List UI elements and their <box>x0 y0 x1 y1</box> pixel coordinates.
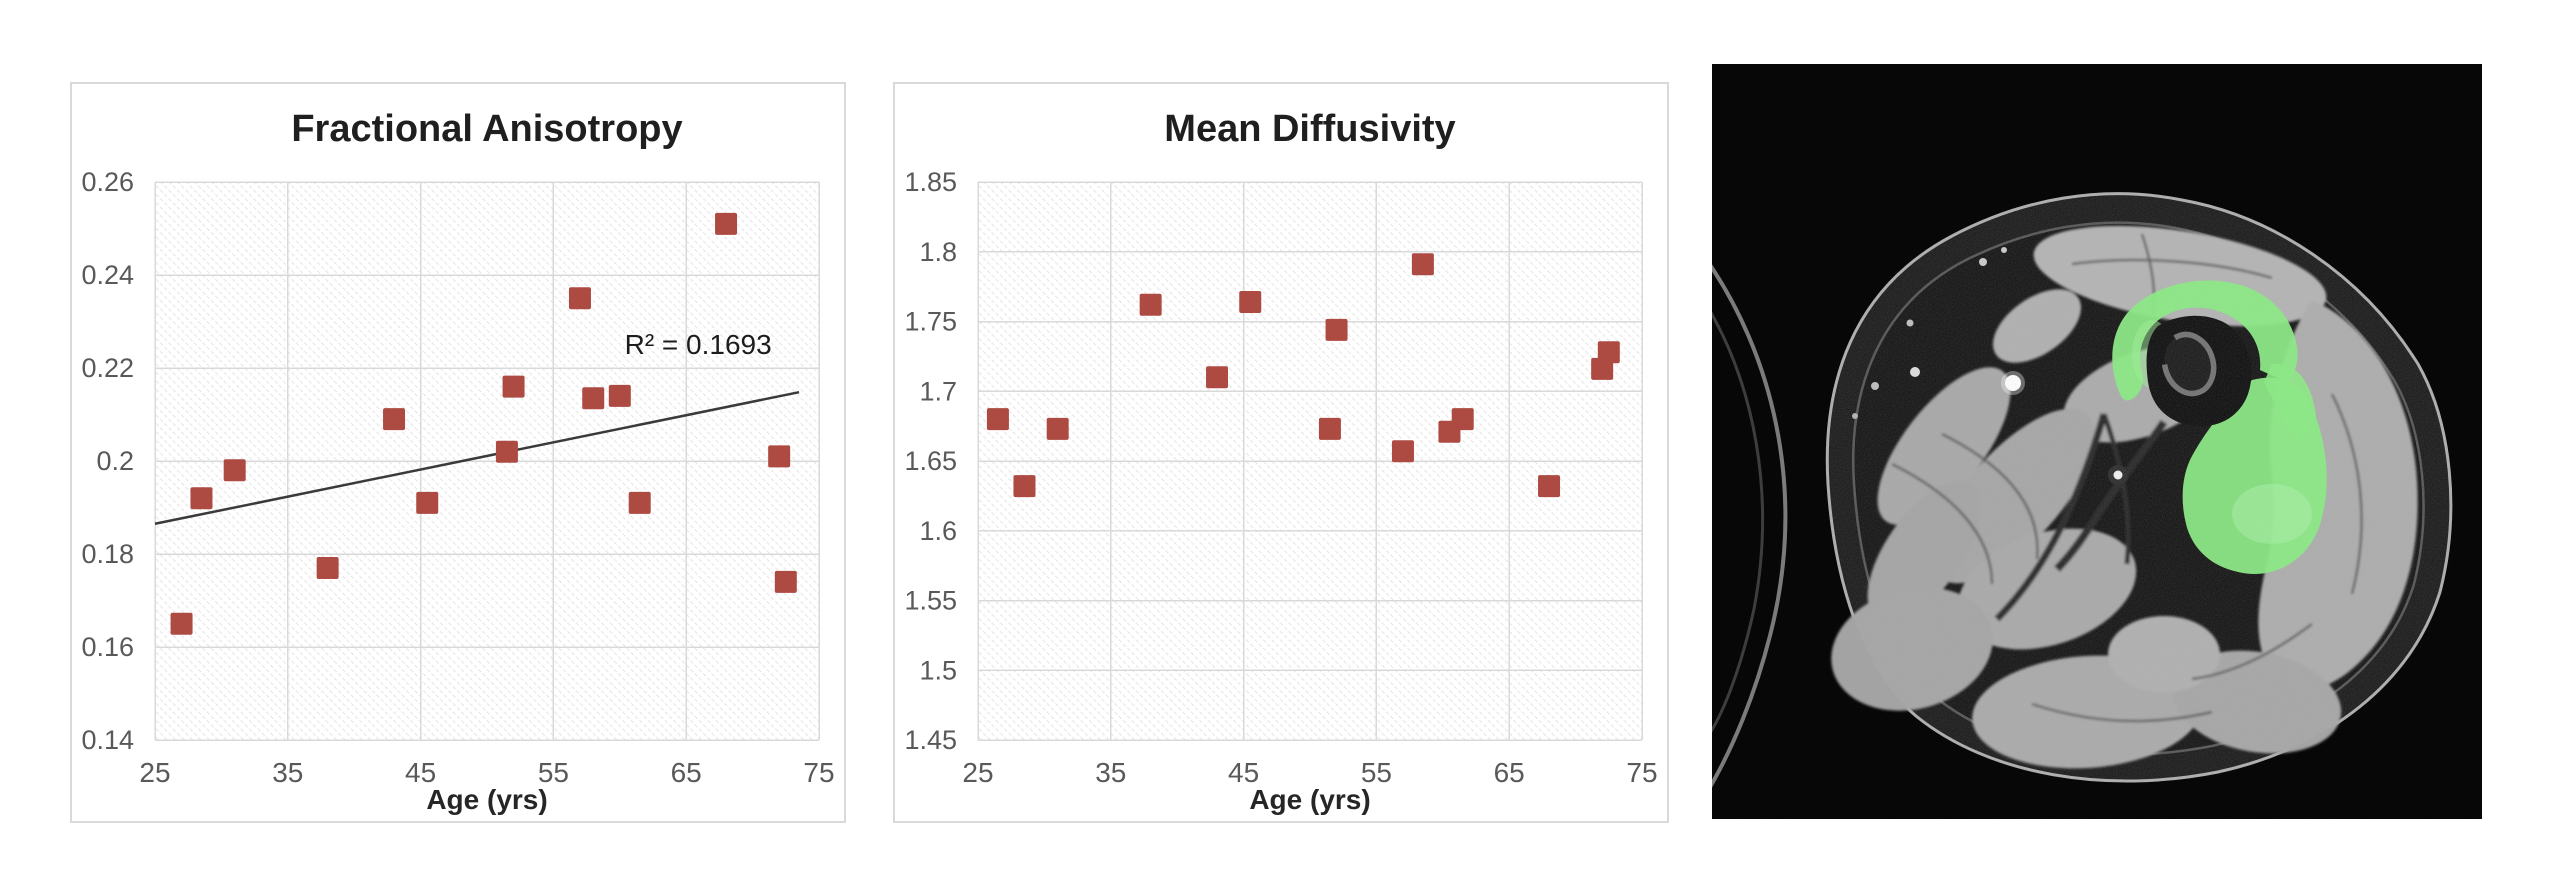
data-point <box>628 491 651 514</box>
x-tick-label: 75 <box>803 757 834 788</box>
data-point <box>582 387 605 410</box>
y-axis-tick-labels: 0.26 0.24 0.22 0.2 0.18 0.16 0.14 <box>81 167 134 755</box>
data-point <box>986 408 1009 431</box>
gridlines <box>154 181 820 741</box>
data-point <box>1046 417 1069 440</box>
data-point <box>383 408 406 431</box>
data-point <box>1391 440 1414 463</box>
x-tick-label: 65 <box>1494 757 1525 788</box>
data-point <box>223 459 246 482</box>
y-tick-label: 0.18 <box>81 539 134 569</box>
y-tick-label: 1.75 <box>904 307 957 337</box>
mri-background-grain <box>1712 64 2482 819</box>
x-axis-tick-labels: 25 35 45 55 65 75 <box>962 757 1657 788</box>
data-point <box>170 612 193 635</box>
x-tick-label: 25 <box>962 757 993 788</box>
data-point <box>1538 475 1561 498</box>
y-tick-label: 1.8 <box>919 237 957 267</box>
r-squared-annotation: R² = 0.1693 <box>625 329 772 360</box>
y-tick-label: 0.22 <box>81 353 134 383</box>
x-tick-label: 45 <box>405 757 436 788</box>
y-tick-label: 0.2 <box>96 446 134 476</box>
y-tick-label: 0.24 <box>81 260 134 290</box>
data-point <box>1597 341 1620 364</box>
chart-title: Mean Diffusivity <box>1164 108 1456 150</box>
x-tick-label: 35 <box>272 757 303 788</box>
y-tick-label: 1.45 <box>904 725 957 755</box>
data-point <box>608 384 631 407</box>
y-tick-label: 1.5 <box>919 655 957 685</box>
y-tick-label: 0.26 <box>81 167 134 197</box>
data-point <box>190 487 213 510</box>
y-axis-tick-labels: 1.85 1.8 1.75 1.7 1.65 1.6 1.55 1.5 1.45 <box>904 167 957 755</box>
gridlines <box>977 181 1643 741</box>
data-point <box>1411 253 1434 276</box>
chart-title: Fractional Anisotropy <box>291 108 683 150</box>
data-point <box>715 212 738 235</box>
y-tick-label: 1.85 <box>904 167 957 197</box>
data-point <box>502 375 525 398</box>
x-axis-title: Age (yrs) <box>426 784 548 815</box>
data-point <box>1591 357 1614 380</box>
data-point <box>1318 417 1341 440</box>
data-point <box>495 440 518 463</box>
data-point <box>316 556 339 579</box>
data-point <box>768 445 791 468</box>
trendline <box>154 390 800 525</box>
x-tick-label: 55 <box>538 757 569 788</box>
chart-panel-fractional-anisotropy: Fractional Anisotropy R² = 0.1693 0.26 0.2… <box>70 82 846 823</box>
data-point <box>1013 475 1036 498</box>
data-point <box>1239 290 1262 313</box>
x-tick-label: 25 <box>139 757 170 788</box>
chart-panel-mean-diffusivity: Mean Diffusivity 1.85 1.8 1.75 1.7 1.65 1.6 1.… <box>893 82 1669 823</box>
data-point <box>568 287 591 310</box>
x-axis-title: Age (yrs) <box>1249 784 1371 815</box>
data-points <box>170 212 797 635</box>
y-tick-label: 1.55 <box>904 586 957 616</box>
mri-image <box>1712 64 2482 819</box>
data-point <box>1139 293 1162 316</box>
x-tick-label: 35 <box>1095 757 1126 788</box>
data-point <box>1206 366 1229 389</box>
data-point <box>1325 318 1348 341</box>
y-tick-label: 0.16 <box>81 632 134 662</box>
x-tick-label: 75 <box>1626 757 1657 788</box>
data-point <box>416 491 439 514</box>
data-point <box>774 570 797 593</box>
y-tick-label: 1.6 <box>919 516 957 546</box>
data-point <box>1451 408 1474 431</box>
x-axis-tick-labels: 25 35 45 55 65 75 <box>139 757 834 788</box>
mri-panel <box>1712 64 2482 819</box>
data-points <box>986 253 1620 498</box>
x-tick-label: 65 <box>671 757 702 788</box>
y-tick-label: 1.65 <box>904 446 957 476</box>
y-tick-label: 0.14 <box>81 725 134 755</box>
scatter-plot-fractional-anisotropy: R² = 0.1693 0.26 0.24 0.22 0.2 0.18 0.16 0.1425… <box>81 167 834 788</box>
y-tick-label: 1.7 <box>919 376 957 406</box>
x-tick-label: 55 <box>1361 757 1392 788</box>
x-tick-label: 45 <box>1228 757 1259 788</box>
